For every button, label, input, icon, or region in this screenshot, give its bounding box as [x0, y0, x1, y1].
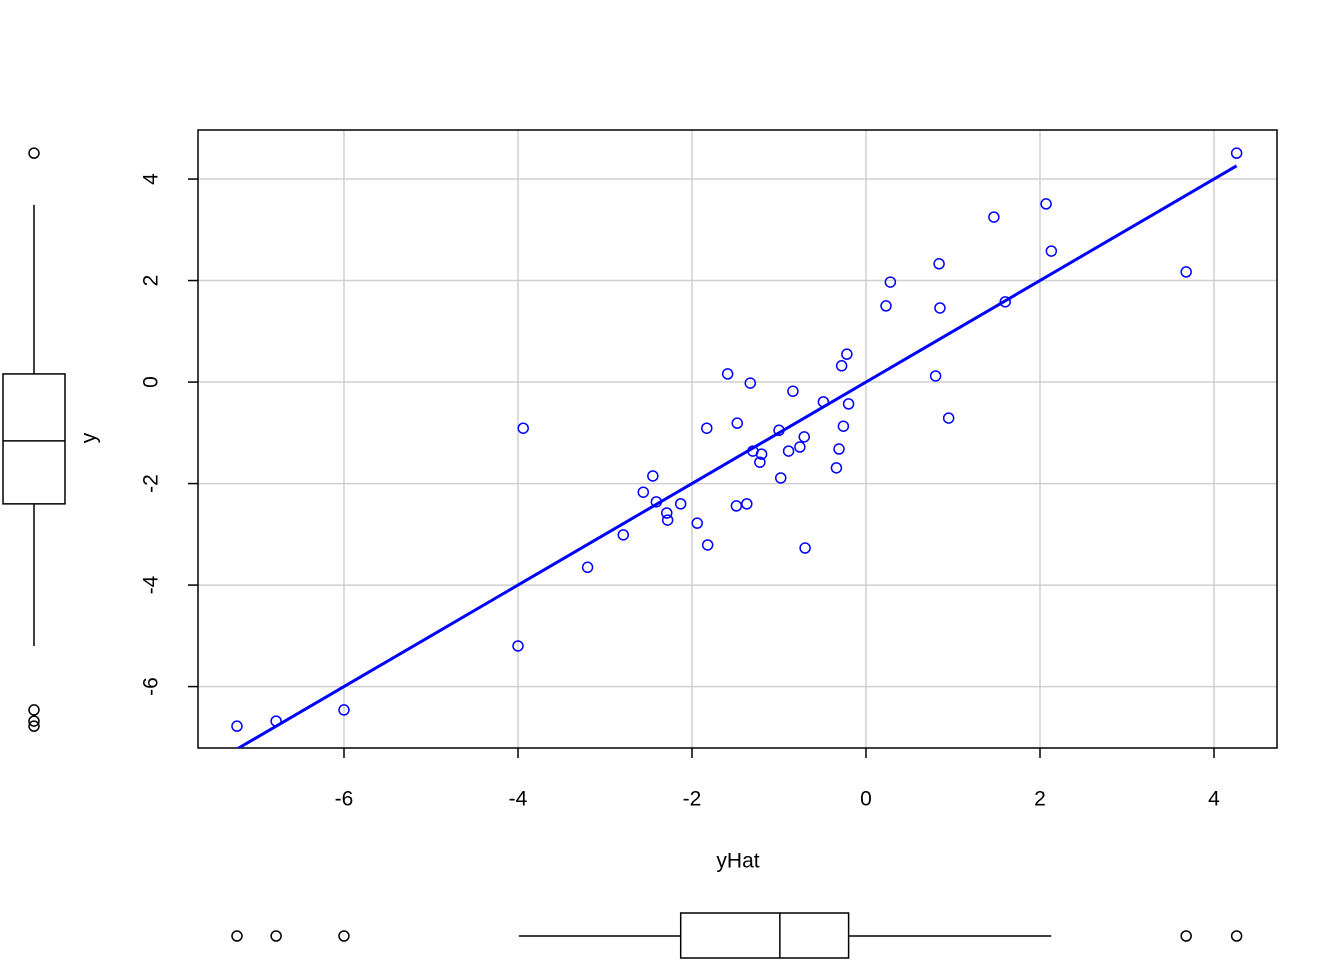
point	[929, 370, 942, 382]
point	[988, 211, 1000, 223]
point	[933, 258, 945, 270]
box	[2, 373, 66, 505]
x-tick-label: 2	[1034, 788, 1046, 811]
point	[731, 417, 743, 429]
point	[512, 640, 524, 652]
point	[794, 441, 806, 453]
outlier	[28, 720, 40, 732]
point	[1180, 266, 1192, 278]
point	[1040, 198, 1052, 210]
point	[999, 296, 1011, 308]
point	[837, 420, 850, 432]
point	[617, 529, 630, 541]
point	[934, 302, 946, 314]
point	[884, 276, 897, 288]
point	[754, 456, 766, 468]
point	[661, 507, 673, 519]
point	[798, 431, 810, 443]
point	[721, 368, 734, 380]
point	[741, 498, 753, 510]
x-tick-label: 0	[860, 788, 872, 811]
point	[817, 396, 830, 408]
point	[701, 422, 713, 434]
point	[701, 539, 714, 551]
y-tick-label: 0	[140, 376, 163, 388]
x-tick-label: -6	[335, 788, 354, 811]
y-axis-label: y	[78, 432, 101, 443]
box	[679, 912, 850, 959]
point	[581, 561, 594, 574]
outlier	[28, 715, 40, 727]
outlier	[28, 147, 40, 159]
outlier	[28, 704, 40, 716]
point	[782, 445, 795, 457]
point	[338, 704, 350, 716]
outlier	[231, 930, 243, 942]
point	[833, 443, 845, 455]
outlier	[1230, 930, 1243, 942]
point	[774, 472, 787, 484]
point	[1230, 147, 1243, 159]
y-tick-label: -4	[140, 575, 163, 594]
point	[787, 385, 799, 397]
point	[841, 348, 853, 360]
outlier	[270, 930, 282, 942]
point	[799, 542, 811, 554]
point	[880, 300, 892, 312]
point	[661, 514, 674, 526]
point	[835, 360, 848, 372]
point	[637, 486, 650, 498]
point	[942, 412, 955, 424]
point	[647, 470, 659, 482]
x-tick-label: -4	[509, 788, 528, 811]
point	[744, 377, 757, 389]
y-tick-label: -2	[140, 474, 163, 493]
point	[1045, 245, 1058, 257]
point	[755, 448, 768, 460]
x-tick-label: -2	[683, 788, 702, 811]
point	[517, 422, 529, 434]
plot-frame	[197, 129, 1278, 749]
point	[674, 498, 687, 510]
point	[730, 500, 743, 512]
point	[691, 517, 703, 529]
point	[270, 715, 282, 727]
x-tick-label: 4	[1208, 788, 1220, 811]
y-tick-label: -6	[140, 677, 163, 696]
x-axis-label: yHat	[716, 850, 759, 873]
outlier	[338, 930, 350, 942]
point	[830, 462, 843, 474]
point	[231, 720, 243, 732]
y-tick-label: 4	[140, 173, 163, 185]
fit-line	[236, 164, 1238, 748]
point	[773, 424, 785, 437]
point	[842, 398, 855, 410]
outlier	[1180, 930, 1192, 942]
y-tick-label: 2	[140, 275, 163, 287]
point	[650, 496, 663, 508]
